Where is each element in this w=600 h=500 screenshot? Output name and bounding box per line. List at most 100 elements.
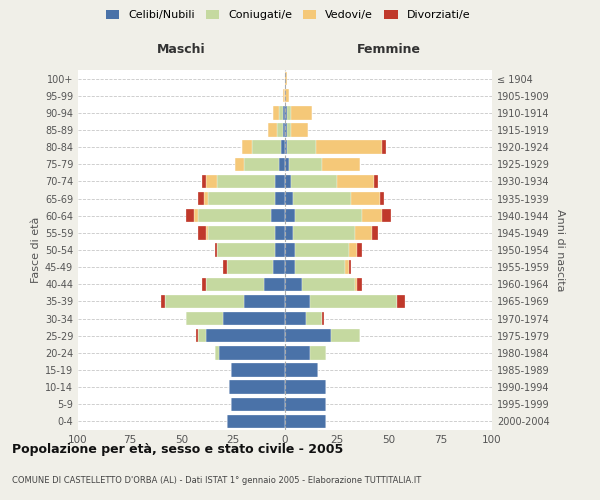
Bar: [229, 380, 285, 394]
Bar: [204, 192, 208, 205]
Bar: [227, 414, 285, 428]
Bar: [345, 260, 349, 274]
Text: Femmine: Femmine: [356, 44, 421, 57]
Y-axis label: Anni di nascita: Anni di nascita: [555, 209, 565, 291]
Bar: [285, 72, 287, 86]
Legend: Celibi/Nubili, Coniugati/e, Vedovi/e, Divorziati/e: Celibi/Nubili, Coniugati/e, Vedovi/e, Di…: [101, 6, 475, 25]
Bar: [161, 294, 165, 308]
Bar: [275, 174, 285, 188]
Bar: [198, 226, 206, 239]
Bar: [285, 140, 287, 154]
Bar: [362, 209, 382, 222]
Bar: [281, 140, 285, 154]
Bar: [219, 346, 285, 360]
Bar: [382, 209, 391, 222]
Bar: [196, 329, 198, 342]
Bar: [231, 398, 285, 411]
Bar: [358, 244, 362, 256]
Bar: [291, 106, 312, 120]
Y-axis label: Fasce di età: Fasce di età: [31, 217, 41, 283]
Bar: [285, 278, 302, 291]
Bar: [217, 174, 275, 188]
Bar: [295, 260, 345, 274]
Bar: [275, 244, 285, 256]
Bar: [285, 346, 310, 360]
Bar: [242, 140, 252, 154]
Bar: [283, 89, 285, 102]
Bar: [322, 312, 325, 326]
Bar: [279, 106, 283, 120]
Bar: [223, 312, 285, 326]
Bar: [215, 244, 217, 256]
Text: Maschi: Maschi: [157, 44, 206, 57]
Bar: [275, 192, 285, 205]
Bar: [268, 124, 277, 136]
Bar: [293, 226, 355, 239]
Bar: [206, 329, 285, 342]
Bar: [185, 312, 223, 326]
Bar: [289, 158, 322, 171]
Bar: [271, 209, 285, 222]
Bar: [310, 346, 326, 360]
Bar: [295, 244, 349, 256]
Bar: [206, 278, 265, 291]
Bar: [295, 209, 362, 222]
Bar: [202, 278, 206, 291]
Bar: [285, 260, 295, 274]
Bar: [287, 140, 316, 154]
Text: Popolazione per età, sesso e stato civile - 2005: Popolazione per età, sesso e stato civil…: [12, 442, 343, 456]
Bar: [265, 278, 285, 291]
Bar: [194, 209, 198, 222]
Bar: [285, 398, 326, 411]
Bar: [349, 244, 358, 256]
Bar: [331, 329, 359, 342]
Bar: [355, 278, 358, 291]
Bar: [351, 192, 380, 205]
Bar: [382, 140, 386, 154]
Text: COMUNE DI CASTELLETTO D'ORBA (AL) - Dati ISTAT 1° gennaio 2005 - Elaborazione TU: COMUNE DI CASTELLETTO D'ORBA (AL) - Dati…: [12, 476, 421, 485]
Bar: [285, 312, 306, 326]
Bar: [252, 140, 281, 154]
Bar: [287, 124, 291, 136]
Bar: [285, 89, 289, 102]
Bar: [217, 244, 275, 256]
Bar: [285, 329, 331, 342]
Bar: [227, 260, 272, 274]
Bar: [287, 106, 291, 120]
Bar: [285, 414, 326, 428]
Bar: [285, 106, 287, 120]
Bar: [285, 174, 291, 188]
Bar: [285, 158, 289, 171]
Bar: [279, 158, 285, 171]
Bar: [285, 364, 318, 376]
Bar: [285, 226, 293, 239]
Bar: [206, 226, 208, 239]
Bar: [322, 158, 359, 171]
Bar: [285, 244, 295, 256]
Bar: [283, 124, 285, 136]
Bar: [285, 209, 295, 222]
Bar: [272, 106, 279, 120]
Bar: [275, 226, 285, 239]
Bar: [291, 174, 337, 188]
Bar: [397, 294, 405, 308]
Bar: [380, 192, 385, 205]
Bar: [202, 174, 206, 188]
Bar: [206, 174, 217, 188]
Bar: [285, 124, 287, 136]
Bar: [358, 278, 362, 291]
Bar: [285, 294, 310, 308]
Bar: [302, 278, 355, 291]
Bar: [215, 346, 219, 360]
Bar: [198, 209, 271, 222]
Bar: [244, 158, 279, 171]
Bar: [235, 158, 244, 171]
Bar: [244, 294, 285, 308]
Bar: [231, 364, 285, 376]
Bar: [310, 294, 397, 308]
Bar: [316, 140, 382, 154]
Bar: [185, 209, 194, 222]
Bar: [293, 192, 351, 205]
Bar: [372, 226, 378, 239]
Bar: [165, 294, 244, 308]
